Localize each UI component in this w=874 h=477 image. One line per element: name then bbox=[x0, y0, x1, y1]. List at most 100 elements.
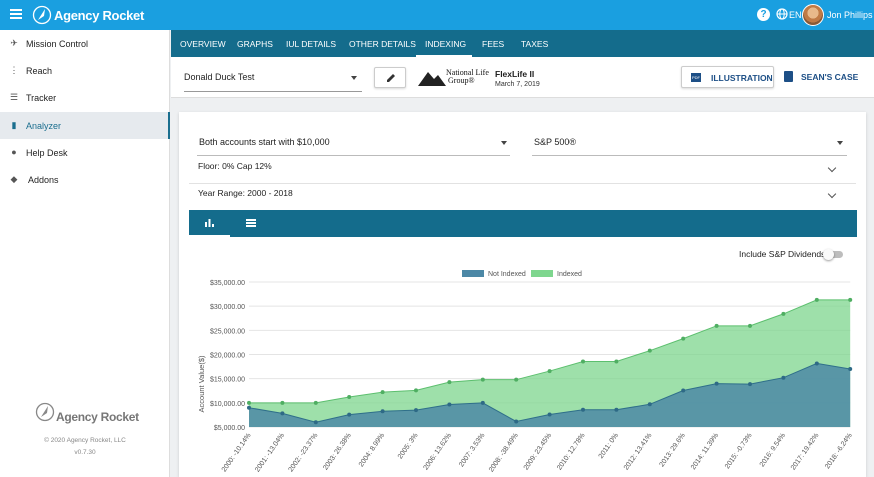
y-tick-label: $20,000.00 bbox=[210, 353, 245, 360]
carrier-name: National Life Group® bbox=[446, 69, 489, 85]
case-button[interactable]: SEAN'S CASE bbox=[784, 69, 864, 85]
start-amount-select[interactable]: Both accounts start with $10,000 bbox=[197, 130, 510, 156]
y-tick-label: $30,000.00 bbox=[210, 304, 245, 311]
edit-case-button[interactable] bbox=[374, 67, 406, 88]
data-point bbox=[681, 388, 686, 393]
floor-cap-panel[interactable]: Floor: 0% Cap 12% bbox=[189, 157, 856, 184]
data-point bbox=[614, 359, 619, 364]
active-tab-indicator bbox=[416, 55, 472, 57]
x-tick-label: 2001: -13.04% bbox=[254, 432, 286, 473]
x-tick-label: 2009: 23.45% bbox=[523, 432, 554, 471]
sidebar-item-label: Analyzer bbox=[26, 121, 62, 131]
book-icon bbox=[784, 71, 793, 82]
chevron-down-icon bbox=[827, 163, 837, 173]
y-tick-label: $35,000.00 bbox=[210, 280, 245, 287]
account-value-chart: Not Indexed Indexed $5,000.00 $10,000.00 $1… bbox=[197, 270, 854, 473]
sidebar-item-tracker[interactable]: ☰ Tracker bbox=[0, 84, 170, 111]
sidebar-item-help-desk[interactable]: ● Help Desk bbox=[0, 139, 170, 166]
year-range-panel[interactable]: Year Range: 2000 - 2018 bbox=[189, 184, 856, 210]
chevron-down-icon bbox=[837, 141, 843, 145]
tab-fees[interactable]: FEES bbox=[482, 39, 505, 49]
dividends-toggle[interactable] bbox=[823, 249, 843, 260]
legend-label-indexed: Indexed bbox=[557, 271, 582, 278]
x-tick-label: 2016: 9.54% bbox=[759, 432, 787, 468]
chart-view-tabs bbox=[189, 210, 857, 237]
index-value: S&P 500® bbox=[534, 137, 576, 147]
globe-icon[interactable] bbox=[776, 8, 788, 20]
signal-icon: ⋮ bbox=[9, 65, 19, 75]
sidebar-item-analyzer[interactable]: ▮ Analyzer bbox=[0, 112, 170, 139]
rocket-logo-icon bbox=[32, 5, 52, 25]
carrier-name-line1: National Life bbox=[446, 68, 489, 77]
data-point bbox=[781, 311, 786, 316]
start-amount-value: Both accounts start with $10,000 bbox=[199, 137, 330, 147]
tab-taxes[interactable]: TAXES bbox=[521, 39, 549, 49]
tab-indexing[interactable]: INDEXING bbox=[425, 39, 467, 49]
x-tick-label: 2014: 11.39% bbox=[690, 432, 720, 471]
menu-icon[interactable] bbox=[10, 9, 22, 19]
footer-logo-icon bbox=[35, 402, 55, 422]
data-point bbox=[280, 411, 285, 416]
x-tick-label: 2006: 13.62% bbox=[423, 432, 454, 471]
illustration-button-label: ILLUSTRATION bbox=[711, 73, 773, 83]
sidebar-item-label: Addons bbox=[28, 175, 59, 185]
tab-overview[interactable]: OVERVIEW bbox=[180, 39, 226, 49]
toggle-knob[interactable] bbox=[823, 249, 834, 260]
sidebar-item-addons[interactable]: ◆ Addons bbox=[0, 166, 170, 193]
y-axis-title: Account Value($) bbox=[197, 355, 206, 412]
case-button-label: SEAN'S CASE bbox=[801, 72, 859, 82]
case-select-value: Donald Duck Test bbox=[184, 72, 255, 82]
product-date: March 7, 2019 bbox=[495, 81, 540, 88]
data-point bbox=[647, 402, 652, 407]
data-point bbox=[781, 375, 786, 380]
tab-graphs[interactable]: GRAPHS bbox=[237, 39, 273, 49]
data-point bbox=[581, 359, 585, 364]
sidebar-item-mission-control[interactable]: ✈ Mission Control bbox=[0, 30, 170, 57]
data-point bbox=[547, 369, 552, 374]
chevron-down-icon bbox=[351, 76, 357, 80]
data-point bbox=[414, 408, 418, 413]
chevron-down-icon bbox=[827, 189, 837, 199]
x-tick-label: 2017: 19.42% bbox=[790, 432, 821, 471]
data-point bbox=[714, 323, 719, 328]
language-selector[interactable]: EN bbox=[789, 10, 802, 20]
data-point bbox=[581, 407, 585, 412]
data-point bbox=[681, 336, 686, 341]
main-tab-bar: OVERVIEW GRAPHS IUL DETAILS OTHER DETAIL… bbox=[171, 30, 874, 57]
y-tick-label: $5,000.00 bbox=[214, 425, 245, 432]
illustration-button[interactable]: PDF ILLUSTRATION bbox=[681, 66, 774, 88]
data-point bbox=[447, 380, 452, 385]
tab-other-details[interactable]: OTHER DETAILS bbox=[349, 39, 416, 49]
brand-name[interactable]: Agency Rocket bbox=[54, 8, 145, 23]
sidebar-item-reach[interactable]: ⋮ Reach bbox=[0, 57, 170, 84]
carrier-name-line2: Group® bbox=[448, 76, 475, 85]
tab-graph-view[interactable] bbox=[189, 210, 230, 237]
version-text: v0.7.30 bbox=[74, 449, 96, 456]
tab-table-view[interactable] bbox=[230, 210, 271, 237]
tab-iul-details[interactable]: IUL DETAILS bbox=[286, 39, 337, 49]
data-point bbox=[814, 361, 819, 366]
data-point bbox=[380, 409, 385, 414]
x-tick-label: 2013: 29.6% bbox=[659, 432, 687, 468]
puzzle-icon: ◆ bbox=[10, 174, 18, 184]
case-select[interactable]: Donald Duck Test bbox=[184, 66, 362, 92]
x-tick-label: 2003: 26.38% bbox=[322, 432, 353, 471]
data-point bbox=[313, 420, 318, 425]
avatar[interactable] bbox=[802, 4, 824, 26]
data-point bbox=[480, 400, 485, 405]
bar-chart-icon: ▮ bbox=[11, 120, 17, 130]
legend-label-not-indexed: Not Indexed bbox=[488, 271, 526, 278]
legend-swatch-indexed bbox=[531, 270, 553, 277]
index-select[interactable]: S&P 500® bbox=[532, 130, 847, 156]
data-point bbox=[748, 382, 752, 387]
pencil-icon bbox=[387, 74, 395, 82]
user-name[interactable]: Jon Phillips bbox=[827, 10, 873, 20]
bar-chart-icon bbox=[205, 219, 214, 227]
help-icon[interactable]: ? bbox=[757, 8, 770, 21]
list-icon bbox=[246, 219, 256, 227]
x-tick-label: 2012: 13.41% bbox=[623, 432, 654, 471]
data-point bbox=[347, 412, 352, 417]
x-tick-label: 2007: 3.53% bbox=[458, 432, 486, 468]
sidebar-item-label: Reach bbox=[26, 66, 53, 76]
data-point bbox=[748, 323, 752, 328]
